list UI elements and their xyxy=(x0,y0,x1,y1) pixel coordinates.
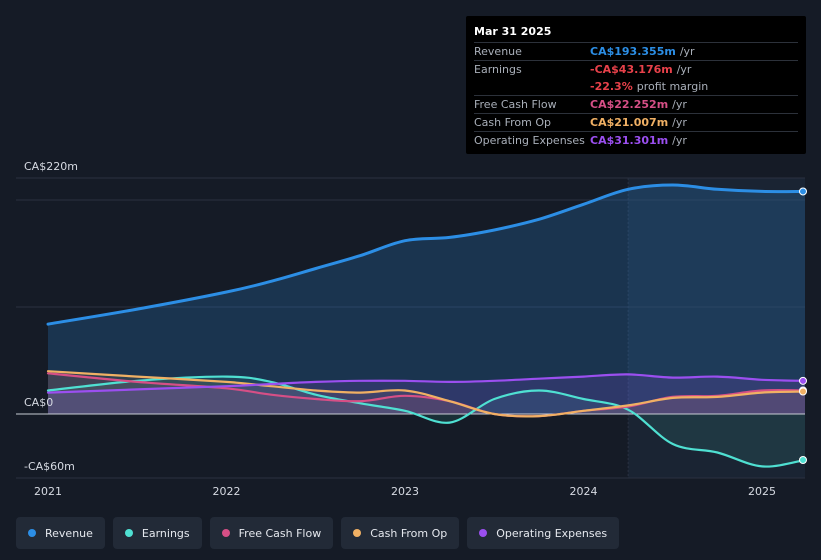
legend-label: Free Cash Flow xyxy=(238,526,322,540)
tooltip-row-value: -22.3% xyxy=(590,80,633,93)
tooltip-row: Operating Expenses CA$31.301m/yr xyxy=(474,131,798,149)
highlight-region xyxy=(628,178,805,478)
legend-item-revenue[interactable]: Revenue xyxy=(16,517,105,549)
tooltip-row: Revenue CA$193.355m/yr xyxy=(474,42,798,60)
series-area-free-cash-flow xyxy=(48,373,805,417)
series-area-cash-from-op xyxy=(48,371,805,417)
x-tick-label: 2021 xyxy=(34,485,62,498)
tooltip-row-label xyxy=(474,78,590,95)
tooltip-row-unit: /yr xyxy=(679,45,695,58)
tooltip-row-label: Earnings xyxy=(474,63,522,76)
y-axis-label: CA$0 xyxy=(24,396,53,409)
legend-dot-icon xyxy=(479,529,488,537)
series-endpoint-cash-from-op xyxy=(799,387,807,396)
tooltip-row-unit: profit margin xyxy=(636,80,709,93)
tooltip-row: Free Cash Flow CA$22.252m/yr xyxy=(474,95,798,113)
tooltip-row-unit: /yr xyxy=(672,116,687,129)
tooltip-row-value: -CA$43.176m xyxy=(590,63,673,76)
series-endpoint-revenue xyxy=(799,187,807,196)
legend-item-free-cash-flow[interactable]: Free Cash Flow xyxy=(209,517,334,549)
series-line-operating-expenses xyxy=(46,373,807,394)
legend-item-earnings[interactable]: Earnings xyxy=(112,517,202,549)
series-line-earnings xyxy=(46,375,807,468)
legend-dot-icon xyxy=(353,529,362,537)
tooltip-row: Earnings -CA$43.176m/yr xyxy=(474,60,798,78)
tooltip-row-unit: /yr xyxy=(672,134,687,147)
series-area-earnings xyxy=(48,376,805,467)
legend-dot-icon xyxy=(124,529,133,537)
tooltip-rows: Revenue CA$193.355m/yr Earnings -CA$43.176m… xyxy=(474,42,798,149)
tooltip-row-label: Free Cash Flow xyxy=(474,98,557,111)
tooltip-date: Mar 31 2025 xyxy=(474,25,552,38)
tooltip-row-label: Cash From Op xyxy=(474,116,552,129)
legend-label: Revenue xyxy=(45,526,93,540)
tooltip-row-label: Operating Expenses xyxy=(474,134,585,147)
legend-label: Operating Expenses xyxy=(496,526,608,540)
tooltip-row: Cash From Op CA$21.007m/yr xyxy=(474,113,798,131)
tooltip-row-unit: /yr xyxy=(672,98,687,111)
tooltip-row-value: CA$31.301m xyxy=(590,134,669,147)
x-tick-label: 2024 xyxy=(570,485,598,498)
tooltip-row-label: Revenue xyxy=(474,45,522,58)
tooltip-row: -22.3% profit margin xyxy=(474,78,798,95)
legend-dot-icon xyxy=(28,529,36,537)
tooltip-row-value: CA$21.007m xyxy=(590,116,669,129)
series-line-revenue xyxy=(46,183,807,326)
legend-dot-icon xyxy=(221,529,230,537)
series-endpoint-earnings xyxy=(799,456,807,465)
legend-label: Cash From Op xyxy=(370,526,448,540)
y-axis-label: CA$220m xyxy=(24,160,78,173)
tooltip-row-value: CA$22.252m xyxy=(590,98,669,111)
x-tick-label: 2023 xyxy=(391,485,419,498)
tooltip-row-unit: /yr xyxy=(676,63,692,76)
series-line-cash-from-op xyxy=(46,370,807,418)
x-tick-label: 2025 xyxy=(748,485,776,498)
series-endpoint-operating-expenses xyxy=(799,376,807,385)
x-tick-label: 2022 xyxy=(213,485,241,498)
y-axis-label: -CA$60m xyxy=(24,460,75,473)
legend-item-operating-expenses[interactable]: Operating Expenses xyxy=(467,517,620,549)
tooltip: Mar 31 2025 Revenue CA$193.355m/yr Earning… xyxy=(466,16,806,154)
series-area-revenue xyxy=(48,185,805,414)
legend-item-cash-from-op[interactable]: Cash From Op xyxy=(341,517,460,549)
legend-label: Earnings xyxy=(141,526,190,540)
tooltip-row-value: CA$193.355m xyxy=(590,45,676,58)
legend: Revenue Earnings Free Cash Flow Cash From O… xyxy=(16,517,620,549)
